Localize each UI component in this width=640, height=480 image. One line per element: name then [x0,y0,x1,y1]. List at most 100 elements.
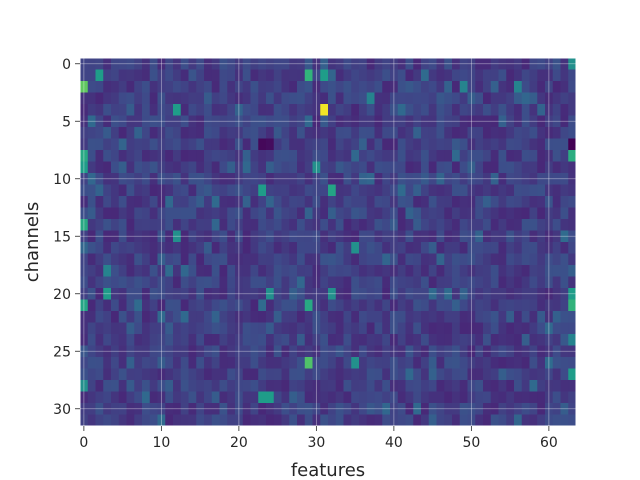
heatmap-cell [250,184,259,197]
heatmap-cell [126,299,135,312]
heatmap-cell [173,322,182,335]
heatmap-cell [568,58,577,70]
heatmap-cell [111,357,120,369]
heatmap-cell [273,391,282,404]
heatmap-cell [103,81,112,93]
heatmap-cell [506,58,515,70]
heatmap-cell [188,184,197,197]
heatmap-cell [157,334,166,346]
heatmap-cell [126,173,135,185]
heatmap-cell [568,196,577,208]
heatmap-cell [552,276,561,289]
heatmap-cell [266,196,275,208]
heatmap-cell [351,104,360,116]
heatmap-cell [103,150,112,162]
heatmap-cell [436,196,445,208]
heatmap-cell [312,253,321,266]
heatmap-cell [421,69,430,82]
heatmap-cell [80,403,89,415]
heatmap-cell [374,253,383,266]
heatmap-cell [514,161,523,174]
heatmap-cell [397,380,406,392]
heatmap-cell [157,127,166,139]
heatmap-cell [335,368,344,381]
heatmap-cell [250,322,259,335]
heatmap-cell [459,161,468,174]
heatmap-cell [304,288,313,300]
heatmap-cell [390,288,399,300]
heatmap-cell [297,58,306,70]
heatmap-cell [413,265,422,277]
heatmap-cell [235,345,244,358]
heatmap-cell [552,127,561,139]
heatmap-cell [498,104,507,116]
heatmap-cell [320,380,329,392]
heatmap-cell [242,127,251,139]
heatmap-cell [506,403,515,415]
heatmap-cell [483,380,492,392]
heatmap-cell [521,184,530,197]
heatmap-cell [537,311,546,323]
heatmap-cell [111,219,120,231]
heatmap-cell [374,207,383,220]
heatmap-cell [529,230,538,243]
heatmap-cell [304,242,313,254]
y-tick-label: 10 [53,172,71,188]
heatmap-cell [204,138,213,151]
heatmap-cell [467,357,476,369]
heatmap-cell [188,92,197,105]
heatmap-cell [529,299,538,312]
heatmap-cell [514,368,523,381]
heatmap-cell [281,242,290,254]
heatmap-cell [235,288,244,300]
heatmap-cell [312,104,321,116]
heatmap-cell [126,184,135,197]
heatmap-cell [521,322,530,335]
heatmap-cell [289,357,298,369]
heatmap-cell [343,58,352,70]
heatmap-cell [134,69,143,82]
heatmap-cell [444,230,453,243]
heatmap-cell [111,242,120,254]
heatmap-cell [273,219,282,231]
heatmap-cell [320,104,329,116]
heatmap-cell [211,58,220,70]
heatmap-cell [297,253,306,266]
heatmap-cell [118,138,127,151]
heatmap-cell [103,391,112,404]
heatmap-cell [273,368,282,381]
heatmap-cell [173,115,182,128]
heatmap-cell [529,196,538,208]
heatmap-cell [227,334,236,346]
heatmap-cell [382,391,391,404]
heatmap-cell [490,138,499,151]
heatmap-cell [304,403,313,415]
heatmap-cell [134,311,143,323]
heatmap-cell [250,81,259,93]
heatmap-cell [211,357,220,369]
heatmap-cell [397,288,406,300]
heatmap-cell [545,230,554,243]
heatmap-cell [366,81,375,93]
heatmap-cell [87,127,96,139]
heatmap-cell [397,58,406,70]
heatmap-cell [111,391,120,404]
heatmap-cell [289,345,298,358]
heatmap-cell [328,345,337,358]
heatmap-cell [568,322,577,335]
heatmap-cell [250,69,259,82]
heatmap-cell [374,368,383,381]
heatmap-cell [428,184,437,197]
heatmap-cell [297,311,306,323]
heatmap-cell [320,345,329,358]
heatmap-cell [304,161,313,174]
heatmap-cell [204,391,213,404]
heatmap-cell [452,403,461,415]
heatmap-cell [149,265,158,277]
heatmap-cell [204,150,213,162]
heatmap-cell [227,322,236,335]
heatmap-cell [343,265,352,277]
heatmap-cell [281,380,290,392]
heatmap-cell [118,368,127,381]
heatmap-cell [196,219,205,231]
